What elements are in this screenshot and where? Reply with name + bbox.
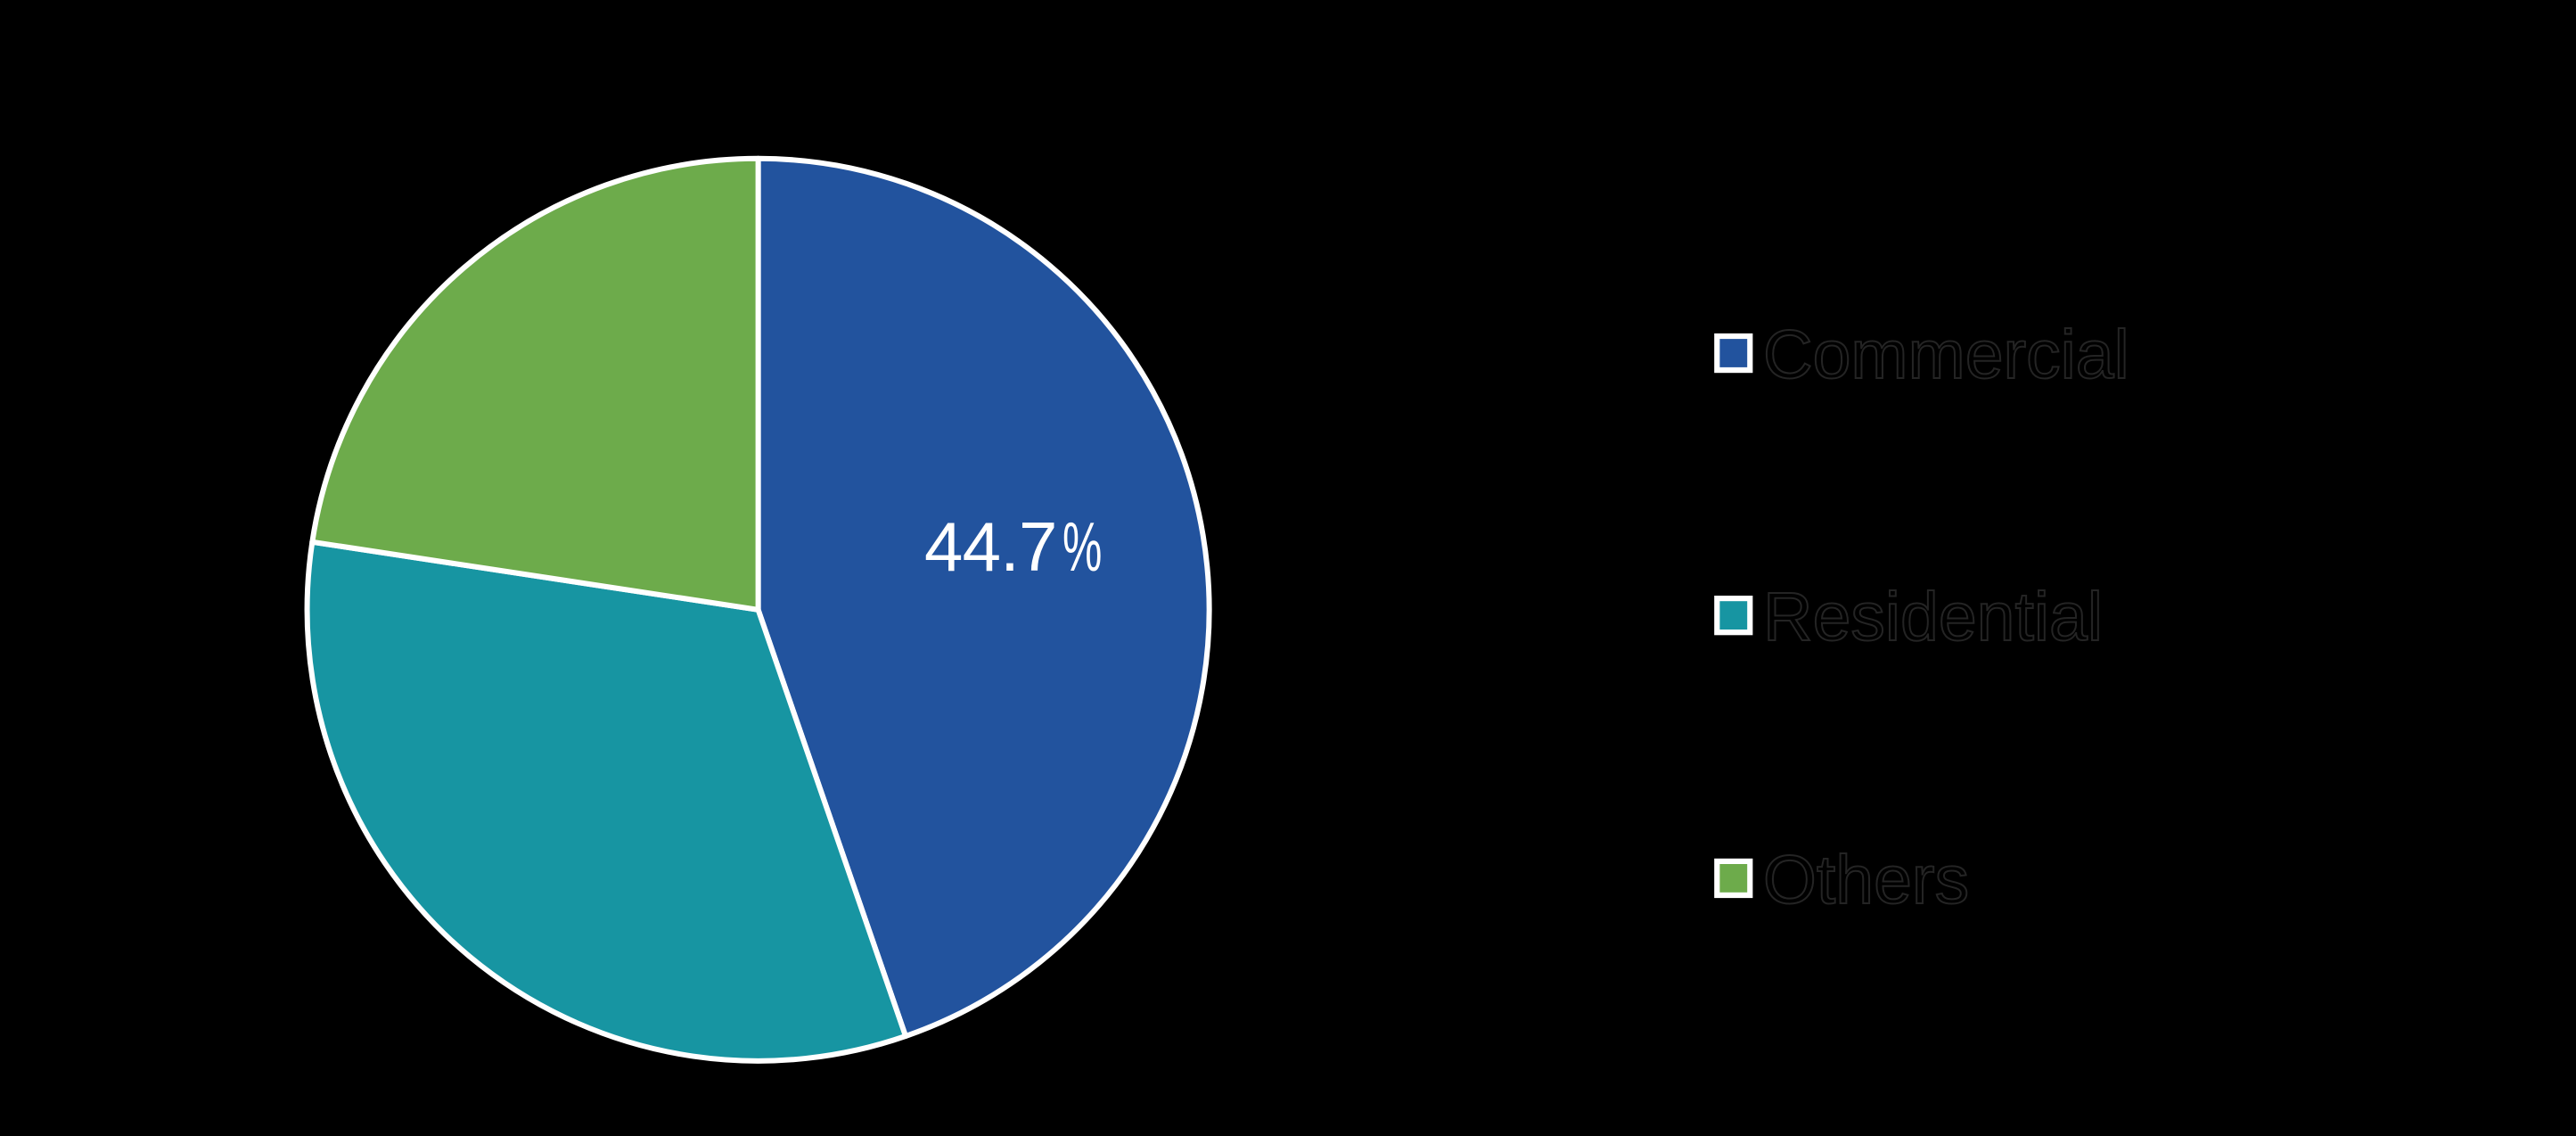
svg-text:44.7: 44.7 (924, 507, 1057, 586)
svg-text:%: % (1062, 508, 1102, 586)
svg-text:Others: Others (1763, 842, 1969, 918)
svg-text:Residential: Residential (1763, 579, 2103, 655)
svg-text:Commercial: Commercial (1763, 317, 2129, 393)
